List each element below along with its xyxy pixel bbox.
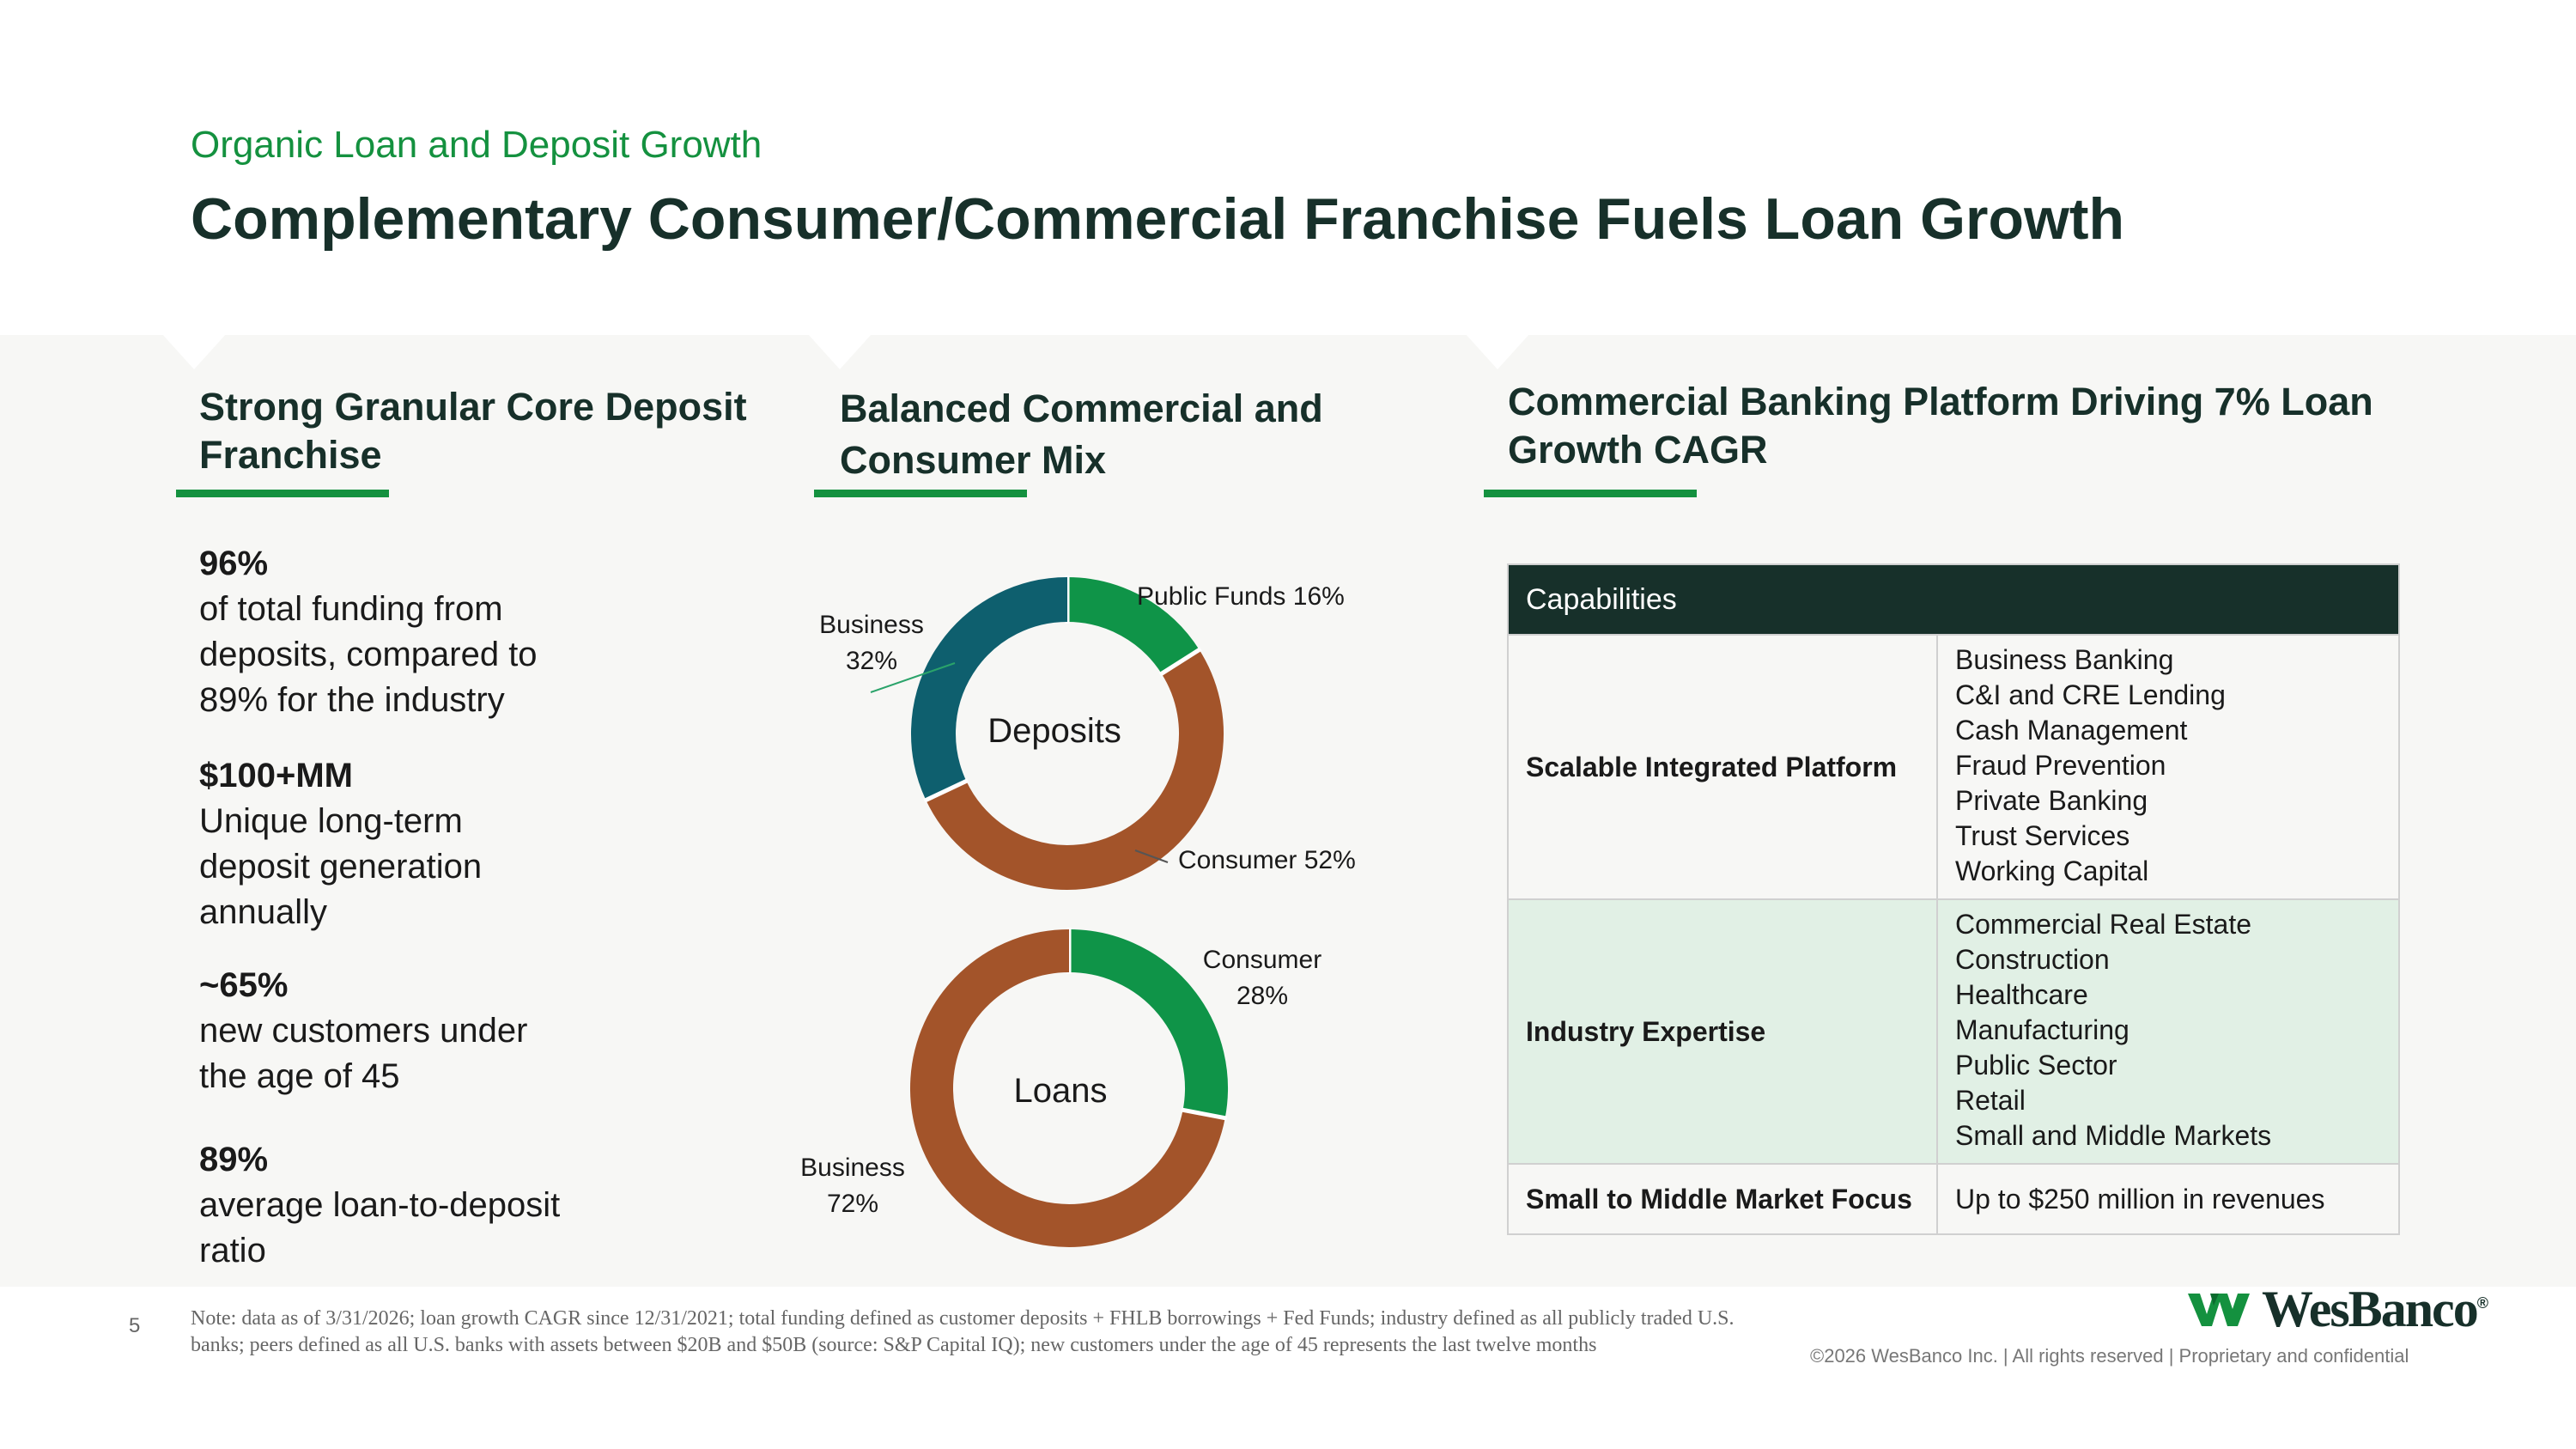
capability-item: Business Banking bbox=[1955, 644, 2174, 675]
row-label: Scalable Integrated Platform bbox=[1509, 636, 1938, 898]
page-title: Complementary Consumer/Commercial Franch… bbox=[191, 186, 2125, 252]
logo-wordmark: WesBanco® bbox=[2262, 1280, 2488, 1339]
middle-section-title: Balanced Commercial and Consumer Mix bbox=[840, 387, 1323, 482]
capability-item: Working Capital bbox=[1955, 855, 2149, 886]
stat-text-line: the age of 45 bbox=[199, 1057, 400, 1095]
row-items: Up to $250 million in revenues bbox=[1938, 1165, 2398, 1233]
capability-item: Manufacturing bbox=[1955, 1014, 2129, 1045]
capability-item: Retail bbox=[1955, 1085, 2026, 1116]
row-items: Commercial Real Estate Construction Heal… bbox=[1938, 900, 2398, 1163]
notch-middle bbox=[807, 333, 872, 369]
capability-item: Cash Management bbox=[1955, 715, 2188, 746]
logo-registered-mark: ® bbox=[2476, 1294, 2488, 1312]
copyright: ©2026 WesBanco Inc. | All rights reserve… bbox=[1810, 1345, 2409, 1367]
stat-text-line: ratio bbox=[199, 1232, 266, 1269]
stat-text-line: deposit generation bbox=[199, 848, 483, 886]
row-items: Business Banking C&I and CRE Lending Cas… bbox=[1938, 636, 2398, 898]
table-row: Industry Expertise Commercial Real Estat… bbox=[1509, 898, 2398, 1163]
stat-funding: 96% of total funding from deposits, comp… bbox=[199, 541, 646, 723]
stat-text-line: Unique long-term bbox=[199, 802, 463, 840]
wesbanco-logo-icon bbox=[2188, 1294, 2250, 1326]
section-kicker: Organic Loan and Deposit Growth bbox=[191, 124, 762, 166]
notch-right bbox=[1465, 333, 1530, 369]
capability-item: Healthcare bbox=[1955, 979, 2088, 1010]
table-header: Capabilities bbox=[1509, 565, 2398, 634]
stat-value: 89% bbox=[199, 1141, 269, 1178]
stat-text-line: annually bbox=[199, 893, 328, 931]
capability-item: Trust Services bbox=[1955, 820, 2130, 851]
capability-item: Public Sector bbox=[1955, 1050, 2117, 1081]
stat-new-customers: ~65% new customers under the age of 45 bbox=[199, 963, 646, 1099]
capability-item: Construction bbox=[1955, 944, 2110, 975]
row-label: Industry Expertise bbox=[1509, 900, 1938, 1163]
stat-value: 96% bbox=[199, 545, 269, 582]
capabilities-table: Capabilities Scalable Integrated Platfor… bbox=[1507, 563, 2400, 1235]
table-row: Scalable Integrated Platform Business Ba… bbox=[1509, 634, 2398, 898]
stat-text-line: 89% for the industry bbox=[199, 681, 505, 719]
capability-item: C&I and CRE Lending bbox=[1955, 679, 2226, 710]
stat-text-line: deposits, compared to bbox=[199, 636, 538, 673]
stat-deposit-generation: $100+MM Unique long-term deposit generat… bbox=[199, 753, 646, 935]
stat-text-line: average loan-to-deposit bbox=[199, 1186, 561, 1224]
page-number: 5 bbox=[129, 1314, 141, 1337]
notch-left bbox=[161, 333, 227, 369]
capability-item: Private Banking bbox=[1955, 785, 2148, 816]
middle-section-rule bbox=[814, 490, 1027, 497]
left-section-title: Strong Granular Core Deposit Franchise bbox=[199, 385, 747, 477]
logo-text: WesBanco bbox=[2262, 1281, 2479, 1337]
table-row: Small to Middle Market Focus Up to $250 … bbox=[1509, 1163, 2398, 1233]
right-section-title: Commercial Banking Platform Driving 7% L… bbox=[1508, 380, 2373, 472]
capability-item: Up to $250 million in revenues bbox=[1955, 1183, 2325, 1215]
stat-text-line: new customers under bbox=[199, 1012, 528, 1050]
capability-item: Fraud Prevention bbox=[1955, 750, 2166, 781]
stat-value: ~65% bbox=[199, 966, 289, 1004]
stat-loan-to-deposit: 89% average loan-to-deposit ratio bbox=[199, 1137, 646, 1274]
row-label: Small to Middle Market Focus bbox=[1509, 1165, 1938, 1233]
capability-item: Commercial Real Estate bbox=[1955, 909, 2251, 940]
stat-value: $100+MM bbox=[199, 757, 353, 795]
footnote: Note: data as of 3/31/2026; loan growth … bbox=[191, 1307, 1735, 1356]
capability-item: Small and Middle Markets bbox=[1955, 1120, 2272, 1151]
right-section-rule bbox=[1484, 490, 1697, 497]
stat-text-line: of total funding from bbox=[199, 590, 503, 628]
left-section-rule bbox=[176, 490, 389, 497]
